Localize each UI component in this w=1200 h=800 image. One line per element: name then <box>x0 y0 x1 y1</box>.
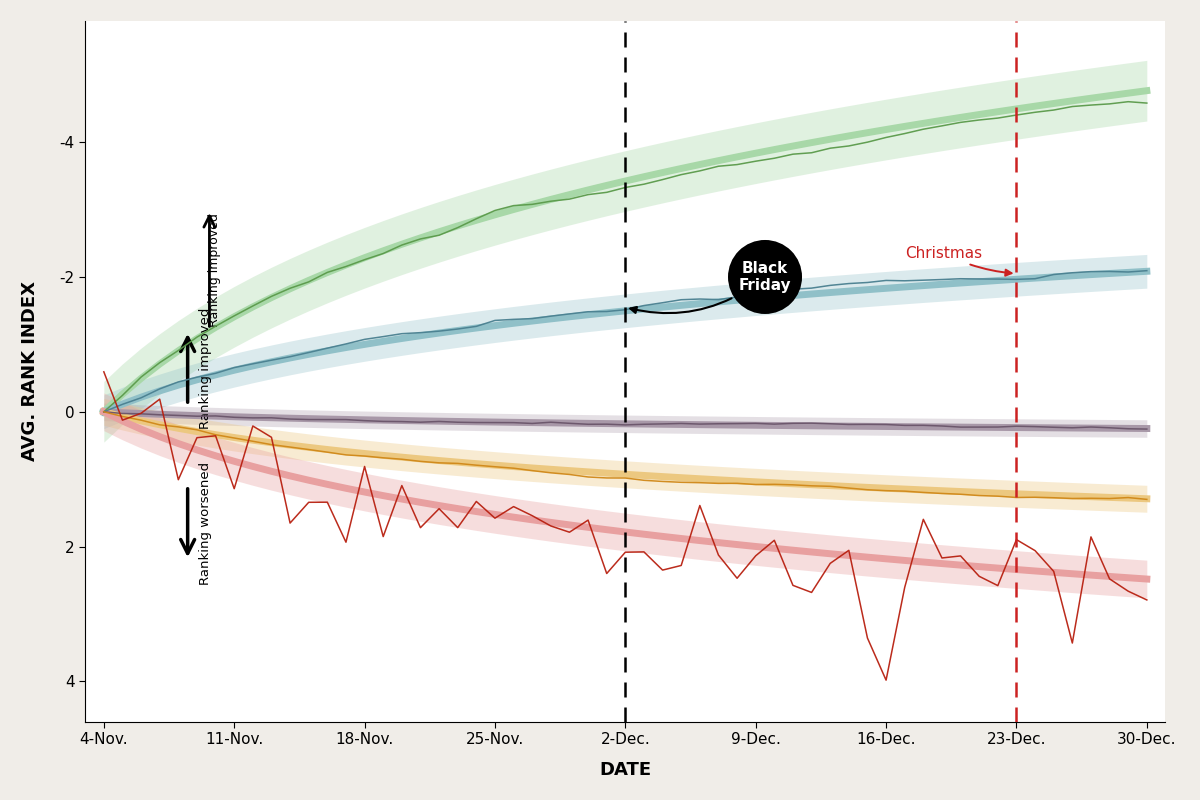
Text: Ranking improved: Ranking improved <box>209 213 221 326</box>
Text: Ranking worsened: Ranking worsened <box>199 462 212 585</box>
Text: Christmas: Christmas <box>905 246 1012 276</box>
X-axis label: DATE: DATE <box>599 761 652 779</box>
Text: Ranking improved: Ranking improved <box>199 307 212 429</box>
Y-axis label: AVG. RANK INDEX: AVG. RANK INDEX <box>20 282 38 462</box>
Text: Black
Friday: Black Friday <box>630 261 791 313</box>
